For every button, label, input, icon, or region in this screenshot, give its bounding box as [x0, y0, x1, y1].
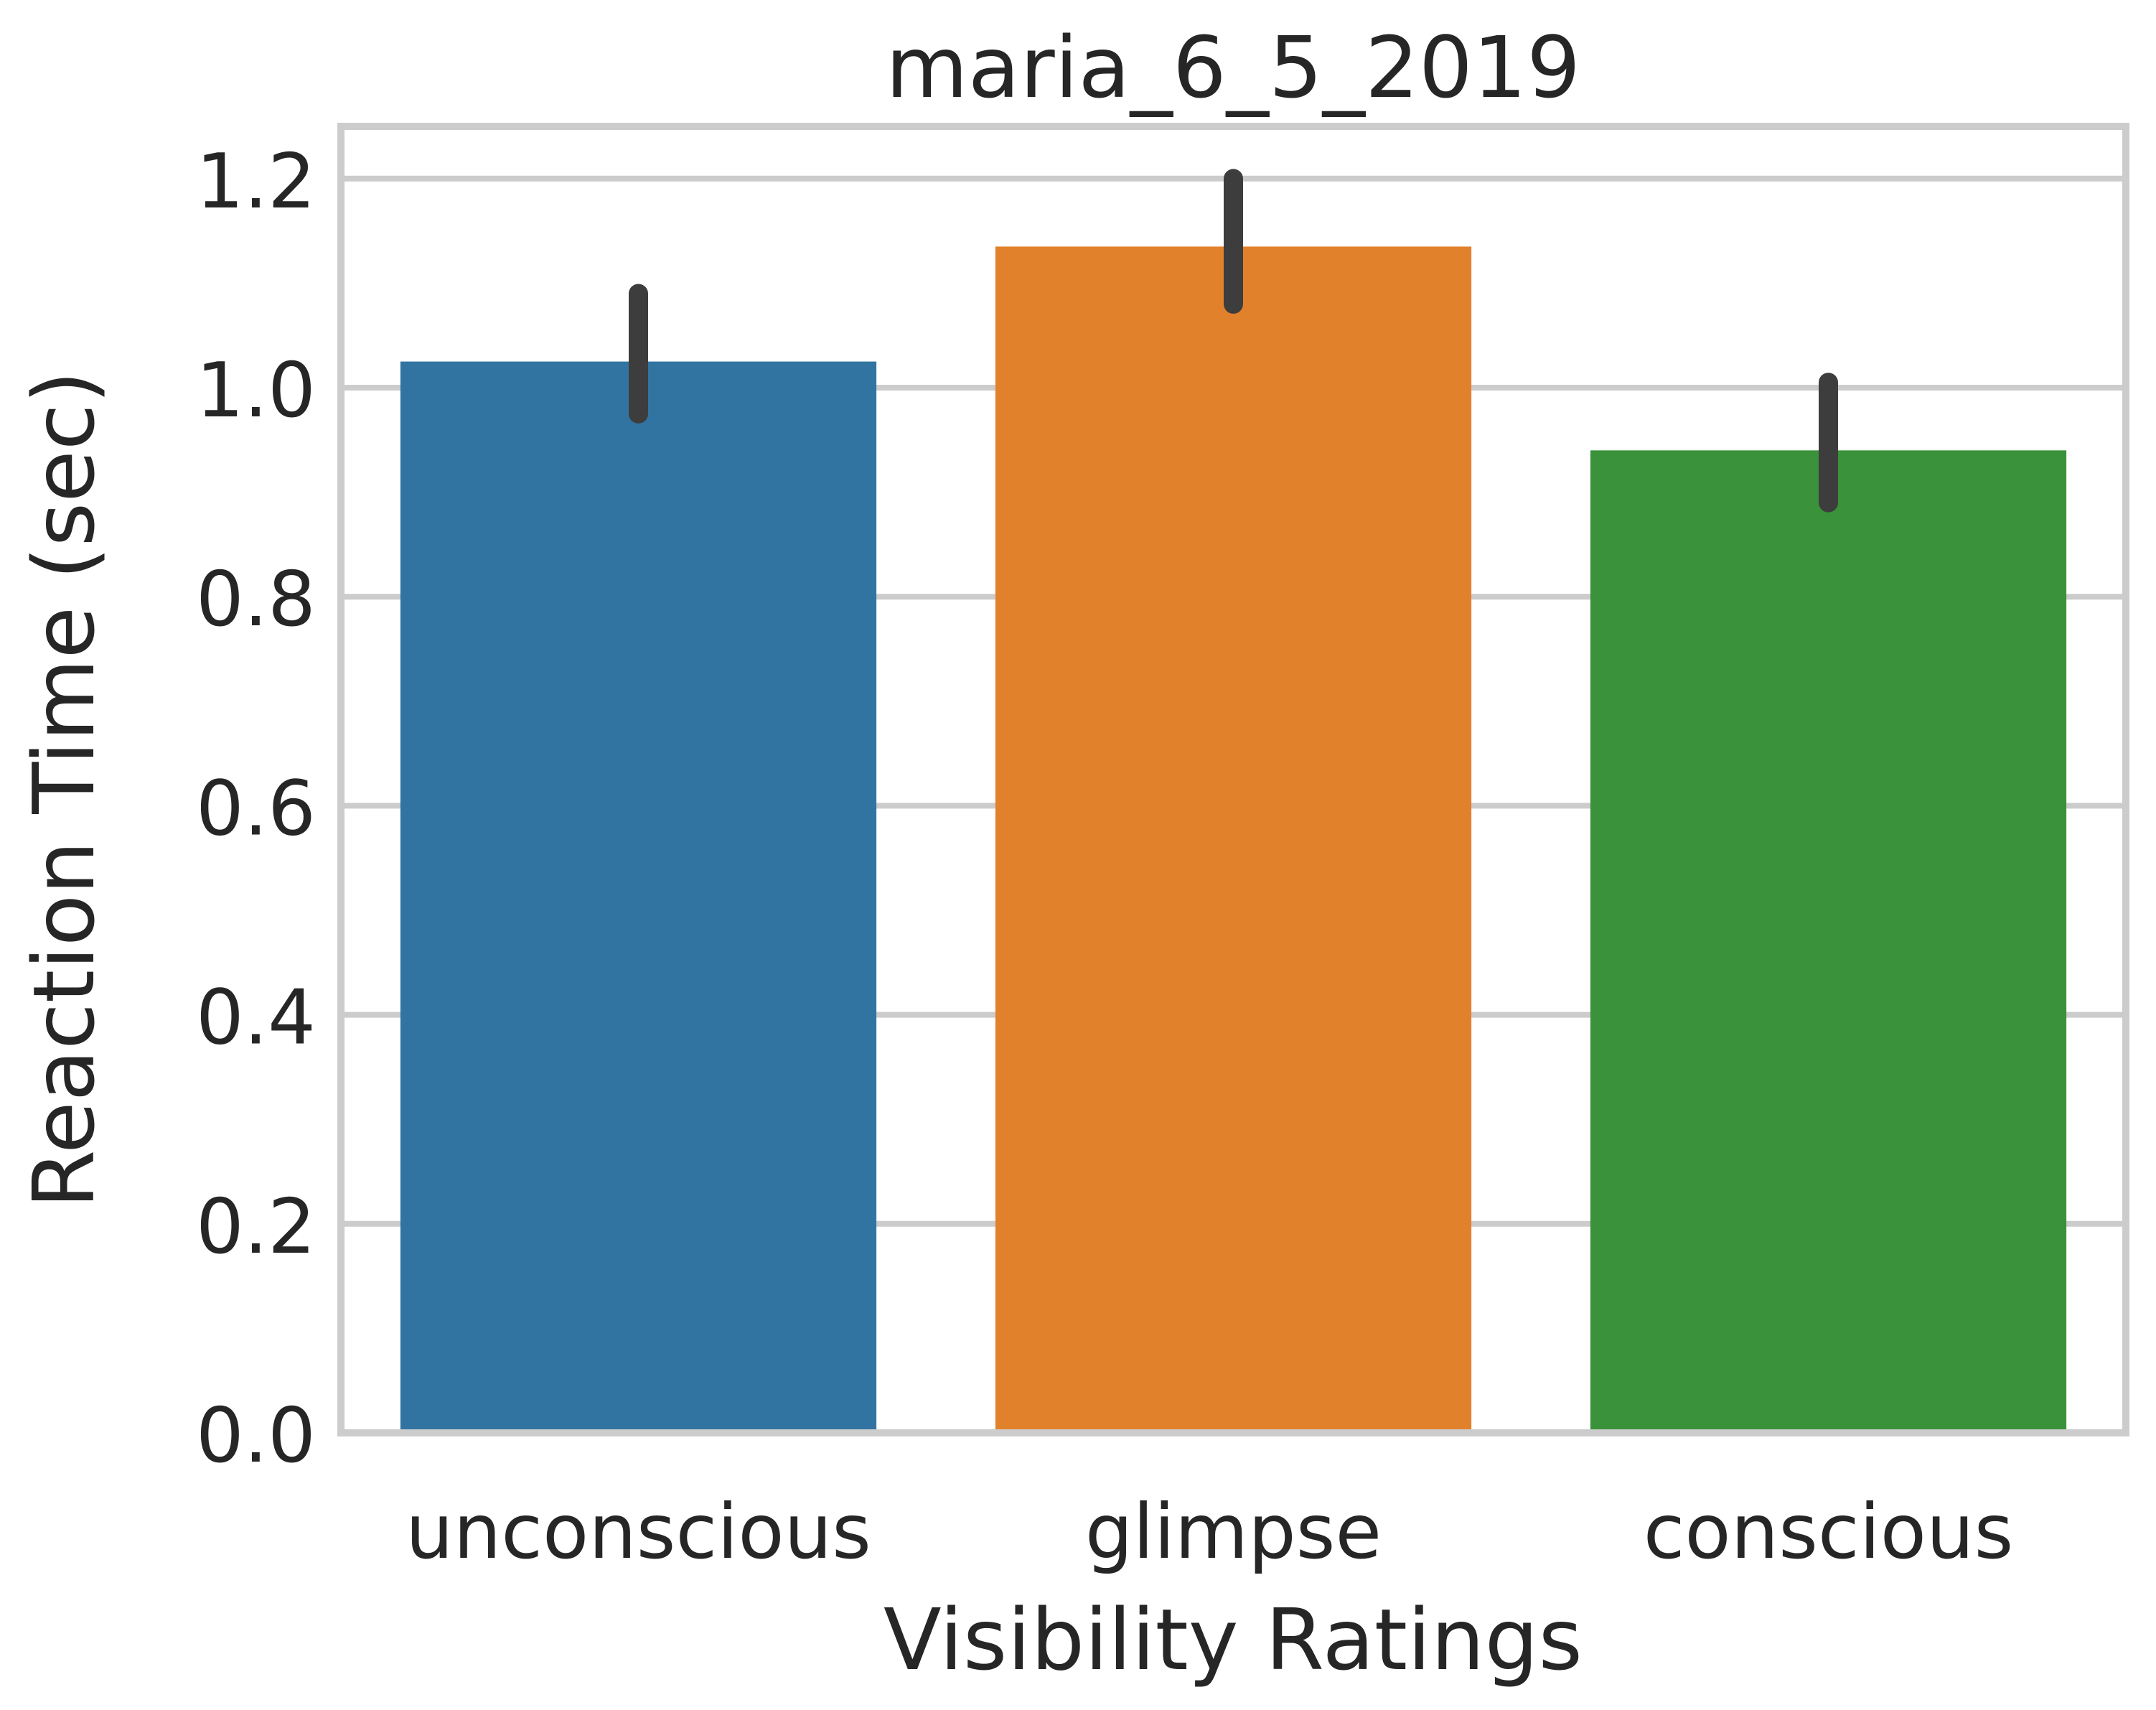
bar-glimpse — [995, 246, 1472, 1434]
y-tick-label: 0.0 — [196, 1392, 316, 1480]
bar-conscious — [1590, 450, 2067, 1433]
plot-frame — [337, 123, 2129, 1436]
x-tick-labels: unconscious glimpse conscious — [406, 1488, 2013, 1576]
y-tick-labels: 0.0 0.2 0.4 0.6 0.8 1.0 1.2 — [196, 138, 316, 1480]
y-tick-label: 1.0 — [196, 347, 316, 434]
y-tick-label: 0.4 — [196, 974, 316, 1062]
y-tick-label: 0.2 — [196, 1183, 316, 1271]
y-tick-label: 0.8 — [196, 556, 316, 643]
x-tick-label: glimpse — [1085, 1488, 1382, 1576]
y-tick-label: 0.6 — [196, 765, 316, 852]
bars — [400, 246, 2067, 1434]
error-bars — [629, 169, 1838, 513]
x-tick-label: conscious — [1644, 1488, 2014, 1576]
y-axis-label: Reaction Time (sec) — [14, 370, 113, 1208]
bar-unconscious — [400, 361, 877, 1434]
x-axis-label: Visibility Ratings — [884, 1590, 1583, 1689]
x-tick-label: unconscious — [406, 1488, 871, 1576]
chart-title: maria_6_5_2019 — [886, 18, 1580, 117]
y-tick-label: 1.2 — [196, 138, 316, 225]
